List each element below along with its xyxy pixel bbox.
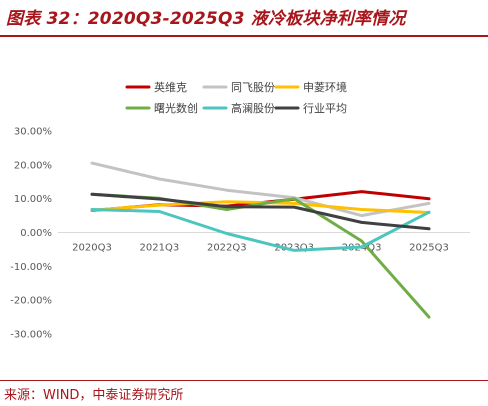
- legend-label: 申菱环境: [303, 80, 347, 94]
- series-line: [90, 161, 431, 218]
- series-line: [90, 208, 431, 252]
- source-divider: [0, 380, 488, 381]
- y-tick-label: 10.00%: [14, 194, 52, 205]
- x-tick-label: 2022Q3: [207, 243, 247, 254]
- legend-label: 同飞股份: [231, 81, 275, 94]
- line-chart: 30.00% 20.00% 10.00% 0.00% -10.00% -20.00% -30…: [10, 80, 470, 341]
- legend-label: 曙光数创: [154, 101, 198, 115]
- legend-label: 高澜股份: [231, 101, 275, 115]
- title-underline: [0, 35, 488, 37]
- y-tick-label: 30.00%: [14, 127, 52, 138]
- series-line: [90, 200, 431, 214]
- legend-label: 英维克: [154, 80, 187, 94]
- y-tick-label: -30.00%: [10, 330, 52, 341]
- y-tick-label: 0.00%: [20, 228, 52, 239]
- x-tick-label: 2020Q3: [72, 243, 112, 254]
- x-tick-label: 2023Q3: [274, 243, 314, 254]
- chart-title: 图表 32：2020Q3-2025Q3 液冷板块净利率情况: [6, 9, 406, 29]
- y-tick-label: -10.00%: [10, 262, 52, 273]
- y-tick-label: 20.00%: [14, 160, 52, 171]
- x-tick-label: 2021Q3: [140, 243, 180, 254]
- y-tick-label: -20.00%: [10, 296, 52, 307]
- x-tick-label: 2025Q3: [409, 243, 449, 254]
- source-note: 来源：WIND，中泰证券研究所: [4, 388, 184, 403]
- legend-label: 行业平均: [303, 102, 347, 115]
- series-line: [90, 192, 431, 231]
